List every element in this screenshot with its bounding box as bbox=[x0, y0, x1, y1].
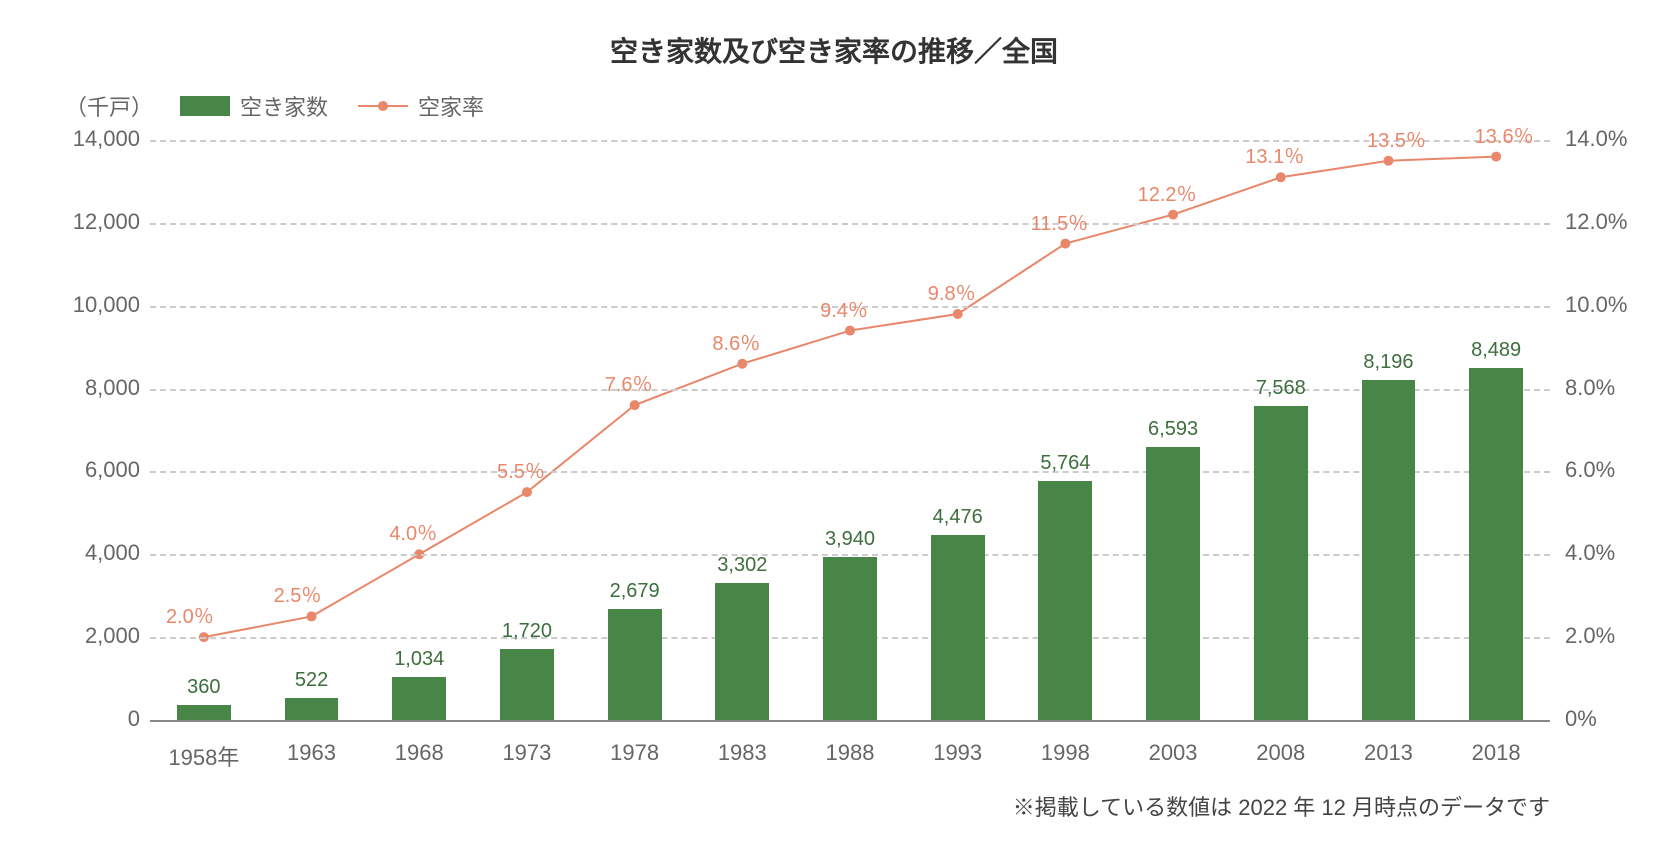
bar-value-label: 8,489 bbox=[1471, 339, 1521, 362]
bar-value-label: 1,034 bbox=[394, 648, 444, 671]
x-tick-label: 2018 bbox=[1472, 740, 1521, 766]
x-tick-label: 1993 bbox=[933, 740, 982, 766]
line-value-label: 13.5％ bbox=[1367, 124, 1426, 153]
y-left-tick-label: 14,000 bbox=[73, 126, 140, 152]
x-tick-label: 1958年 bbox=[168, 740, 239, 772]
bar bbox=[1146, 447, 1200, 720]
bar-value-label: 8,196 bbox=[1363, 351, 1413, 374]
line-marker bbox=[1491, 152, 1501, 162]
y-right-tick-label: 8.0% bbox=[1565, 375, 1615, 401]
bar-value-label: 2,679 bbox=[610, 580, 660, 603]
chart-legend: 空き家数 空家率 bbox=[180, 90, 484, 122]
x-tick-label: 1973 bbox=[502, 740, 551, 766]
bar-value-label: 1,720 bbox=[502, 620, 552, 643]
y-left-tick-label: 6,000 bbox=[85, 457, 140, 483]
line-marker bbox=[1383, 156, 1393, 166]
grid-line bbox=[150, 140, 1550, 142]
y-right-tick-label: 0% bbox=[1565, 706, 1597, 732]
line-marker bbox=[630, 400, 640, 410]
x-tick-label: 1978 bbox=[610, 740, 659, 766]
x-tick-label: 2008 bbox=[1256, 740, 1305, 766]
x-axis-baseline bbox=[150, 720, 1550, 722]
bar-value-label: 3,302 bbox=[717, 554, 767, 577]
line-value-label: 9.8％ bbox=[928, 277, 976, 306]
line-marker bbox=[953, 309, 963, 319]
line-marker bbox=[1276, 172, 1286, 182]
y-right-tick-label: 6.0% bbox=[1565, 457, 1615, 483]
bar bbox=[1038, 481, 1092, 720]
bar bbox=[608, 609, 662, 720]
x-tick-label: 2013 bbox=[1364, 740, 1413, 766]
line-value-label: 7.6％ bbox=[605, 368, 653, 397]
y-left-tick-label: 8,000 bbox=[85, 375, 140, 401]
y-left-tick-label: 12,000 bbox=[73, 209, 140, 235]
line-marker bbox=[307, 611, 317, 621]
chart-footnote: ※掲載している数値は 2022 年 12 月時点のデータです bbox=[1013, 790, 1550, 822]
line-marker bbox=[1168, 210, 1178, 220]
legend-bar-label: 空き家数 bbox=[240, 90, 328, 122]
x-tick-label: 1963 bbox=[287, 740, 336, 766]
bar bbox=[715, 583, 769, 720]
x-tick-label: 1998 bbox=[1041, 740, 1090, 766]
bar bbox=[392, 677, 446, 720]
x-tick-label: 2003 bbox=[1149, 740, 1198, 766]
line-marker bbox=[1060, 239, 1070, 249]
y-right-tick-label: 2.0% bbox=[1565, 623, 1615, 649]
line-value-label: 13.1％ bbox=[1245, 140, 1304, 169]
grid-line bbox=[150, 223, 1550, 225]
grid-line bbox=[150, 389, 1550, 391]
y-right-tick-label: 10.0% bbox=[1565, 292, 1627, 318]
line-marker bbox=[522, 487, 532, 497]
bar-value-label: 4,476 bbox=[933, 506, 983, 529]
y-right-tick-label: 4.0% bbox=[1565, 540, 1615, 566]
y-left-tick-label: 4,000 bbox=[85, 540, 140, 566]
vacant-houses-chart: 空き家数及び空き家率の推移／全国 （千戸） 空き家数 空家率 360 522 1,0… bbox=[20, 20, 1648, 846]
bar bbox=[823, 557, 877, 720]
bar-value-label: 522 bbox=[295, 669, 328, 692]
legend-bar-swatch bbox=[180, 96, 230, 116]
line-value-label: 13.6％ bbox=[1475, 120, 1534, 149]
y-right-tick-label: 14.0% bbox=[1565, 126, 1627, 152]
line-value-label: 11.5％ bbox=[1031, 207, 1088, 236]
x-tick-label: 1968 bbox=[395, 740, 444, 766]
bar bbox=[177, 705, 231, 720]
y-left-tick-label: 10,000 bbox=[73, 292, 140, 318]
line-value-label: 4.0％ bbox=[389, 517, 437, 546]
line-marker bbox=[845, 326, 855, 336]
x-tick-label: 1988 bbox=[826, 740, 875, 766]
y-left-tick-label: 2,000 bbox=[85, 623, 140, 649]
legend-item-line: 空家率 bbox=[358, 90, 484, 122]
legend-line-swatch bbox=[358, 105, 408, 107]
line-value-label: 2.0％ bbox=[166, 600, 214, 629]
line-marker bbox=[737, 359, 747, 369]
line-value-label: 5.5％ bbox=[497, 455, 545, 484]
y-right-tick-label: 12.0% bbox=[1565, 209, 1627, 235]
bar-value-label: 3,940 bbox=[825, 528, 875, 551]
grid-line bbox=[150, 471, 1550, 473]
bar-value-label: 7,568 bbox=[1256, 377, 1306, 400]
legend-line-label: 空家率 bbox=[418, 90, 484, 122]
bar bbox=[1362, 380, 1416, 720]
line-value-label: 12.2％ bbox=[1138, 178, 1197, 207]
line-value-label: 2.5％ bbox=[274, 579, 322, 608]
y-left-tick-label: 0 bbox=[128, 706, 140, 732]
bar bbox=[285, 698, 339, 720]
bar-value-label: 5,764 bbox=[1040, 452, 1090, 475]
chart-title: 空き家数及び空き家率の推移／全国 bbox=[20, 30, 1648, 70]
legend-item-bars: 空き家数 bbox=[180, 90, 328, 122]
bar bbox=[1469, 368, 1523, 720]
x-tick-label: 1983 bbox=[718, 740, 767, 766]
bar bbox=[931, 535, 985, 720]
bar bbox=[500, 649, 554, 720]
bar bbox=[1254, 406, 1308, 720]
bar-value-label: 6,593 bbox=[1148, 418, 1198, 441]
bar-value-label: 360 bbox=[187, 676, 220, 699]
line-value-label: 9.4％ bbox=[820, 294, 868, 323]
plot-area: 360 522 1,034 1,720 2,679 3,302 3,940 4,476 5,76… bbox=[150, 140, 1550, 720]
y-left-unit: （千戸） bbox=[65, 90, 153, 122]
line-value-label: 8.6％ bbox=[712, 327, 760, 356]
